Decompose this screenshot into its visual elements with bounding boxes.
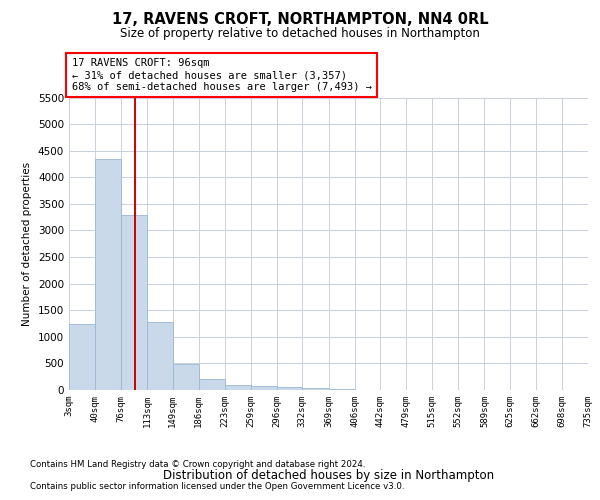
Bar — [121, 214, 147, 390]
Bar — [147, 322, 173, 390]
Bar — [302, 388, 329, 390]
Text: Size of property relative to detached houses in Northampton: Size of property relative to detached ho… — [120, 28, 480, 40]
Bar — [69, 324, 95, 390]
Bar — [173, 364, 199, 390]
Text: Contains public sector information licensed under the Open Government Licence v3: Contains public sector information licen… — [30, 482, 404, 491]
Bar — [199, 380, 225, 390]
Text: 17, RAVENS CROFT, NORTHAMPTON, NN4 0RL: 17, RAVENS CROFT, NORTHAMPTON, NN4 0RL — [112, 12, 488, 28]
X-axis label: Distribution of detached houses by size in Northampton: Distribution of detached houses by size … — [163, 469, 494, 482]
Bar — [95, 158, 121, 390]
Bar — [277, 388, 302, 390]
Y-axis label: Number of detached properties: Number of detached properties — [22, 162, 32, 326]
Bar — [225, 384, 251, 390]
Text: 17 RAVENS CROFT: 96sqm
← 31% of detached houses are smaller (3,357)
68% of semi-: 17 RAVENS CROFT: 96sqm ← 31% of detached… — [71, 58, 371, 92]
Bar — [251, 386, 277, 390]
Text: Contains HM Land Registry data © Crown copyright and database right 2024.: Contains HM Land Registry data © Crown c… — [30, 460, 365, 469]
